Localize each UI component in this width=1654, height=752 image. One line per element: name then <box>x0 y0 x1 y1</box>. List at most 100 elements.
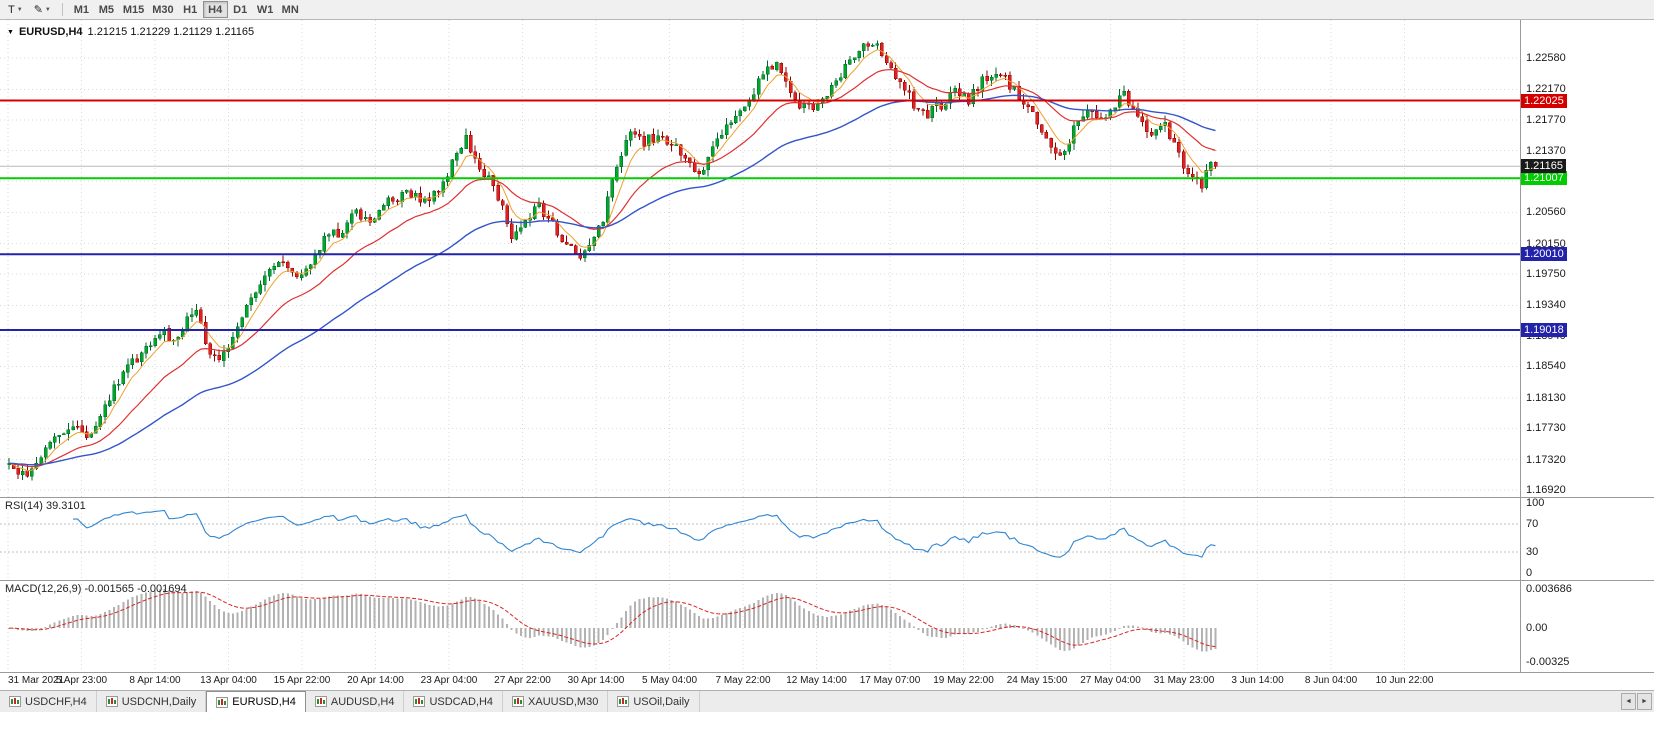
scale-separator <box>1520 20 1521 672</box>
time-axis-label: 8 Jun 04:00 <box>1304 675 1358 686</box>
toolbar-separator <box>61 3 63 16</box>
timeframe-button-m1[interactable]: M1 <box>69 1 94 18</box>
main-chart-canvas[interactable] <box>0 20 1520 497</box>
current-price-badge: 1.21165 <box>1521 159 1566 173</box>
panel-separator <box>0 497 1654 498</box>
price-scale[interactable]: 1.22580 1.22170 1.21770 1.21370 1.20560 1.201… <box>1520 20 1654 497</box>
time-axis-label: 20 Apr 14:00 <box>347 675 404 686</box>
price-axis-label: 1.17730 <box>1526 422 1566 434</box>
chart-tab-icon <box>9 696 21 707</box>
window-bottom-area <box>0 712 1654 752</box>
time-axis-label: 27 Apr 22:00 <box>494 675 551 686</box>
timeframe-toolbar: M1 M5 M15 M30 H1 H4 D1 W1 MN <box>69 1 303 18</box>
chart-tab-icon <box>216 696 229 708</box>
macd-axis-label: 0.003686 <box>1526 583 1572 595</box>
time-axis-label: 13 Apr 04:00 <box>200 675 257 686</box>
time-axis-label: 7 May 22:00 <box>715 675 771 686</box>
time-axis-label: 10 Jun 22:00 <box>1375 675 1434 686</box>
macd-histogram <box>8 588 1217 652</box>
panel-separator <box>0 672 1654 673</box>
rsi-axis-label: 100 <box>1526 497 1545 509</box>
time-axis-label: 3 Jun 14:00 <box>1231 675 1284 686</box>
macd-scale[interactable]: 0.003686 0.00 -0.00325 <box>1520 580 1654 672</box>
chart-symbol-title: EURUSD,H4 <box>18 26 83 38</box>
timeframe-button-m30[interactable]: M30 <box>148 1 177 18</box>
tab-usdcad-h4[interactable]: USDCAD,H4 <box>404 691 504 712</box>
time-axis-label: 8 Apr 14:00 <box>129 675 181 686</box>
chart-tab-icon <box>105 696 118 707</box>
tab-usdcnh-daily[interactable]: USDCNH,Daily <box>97 691 207 712</box>
rsi-axis-label: 0 <box>1526 567 1533 579</box>
time-axis-label: 5 May 04:00 <box>641 675 698 686</box>
chevron-down-icon: ▼ <box>44 6 51 13</box>
tab-label: USDCNH,Daily <box>121 695 197 708</box>
tab-label: USOil,Daily <box>633 695 690 708</box>
time-axis-label: 19 May 22:00 <box>933 675 994 686</box>
price-level-badge: 1.19018 <box>1521 323 1567 337</box>
macd-axis-label: 0.00 <box>1526 622 1548 634</box>
tab-audusd-h4[interactable]: AUDUSD,H4 <box>306 691 405 712</box>
rsi-line <box>73 509 1216 558</box>
price-axis-label: 1.16920 <box>1526 484 1566 496</box>
time-axis-label: 31 Mar 2021 <box>8 675 65 686</box>
time-axis-label: 15 Apr 22:00 <box>273 675 331 686</box>
price-axis-label: 1.21370 <box>1526 145 1566 157</box>
timeframe-button-mn[interactable]: MN <box>278 1 303 18</box>
price-level-badge: 1.21007 <box>1521 171 1567 185</box>
tab-label: EURUSD,H4 <box>232 696 296 708</box>
chart-menu-arrow-icon[interactable]: ▼ <box>7 28 14 36</box>
price-axis-label: 1.20560 <box>1526 206 1566 218</box>
panel-separator <box>0 580 1654 581</box>
tab-eurusd-h4[interactable]: EURUSD,H4 <box>206 691 306 712</box>
timeframe-button-h1[interactable]: H1 <box>178 1 203 18</box>
top-toolbar: T ▼ ✎ ▼ M1 M5 M15 M30 H1 H4 D1 W1 MN <box>0 0 1654 20</box>
tab-label: AUDUSD,H4 <box>330 695 395 708</box>
tab-scroll-left-button[interactable]: ◄ <box>1621 693 1636 710</box>
timeframe-button-m15[interactable]: M15 <box>119 1 148 18</box>
rsi-label: RSI(14) 39.3101 <box>5 500 86 512</box>
chart-tab-icon <box>413 696 426 707</box>
price-axis-label: 1.22170 <box>1526 83 1566 95</box>
time-axis-label: 24 May 15:00 <box>1006 675 1068 686</box>
price-axis-label: 1.17320 <box>1526 454 1566 466</box>
rsi-scale[interactable]: 100 70 30 0 <box>1520 497 1654 580</box>
rsi-axis-label: 30 <box>1526 546 1539 558</box>
macd-axis-label: -0.00325 <box>1526 656 1570 668</box>
tab-label: USDCAD,H4 <box>429 695 494 708</box>
chart-tab-icon <box>314 696 327 707</box>
grid-layer <box>0 20 1520 497</box>
candles-layer <box>7 40 1218 481</box>
price-axis-label: 1.19340 <box>1526 299 1566 311</box>
rsi-panel-canvas[interactable] <box>0 497 1520 580</box>
chart-ohlc-values: 1.21215 1.21229 1.21129 1.21165 <box>87 26 255 38</box>
chart-tab-icon <box>617 696 630 707</box>
templates-button[interactable]: T ▼ <box>3 1 28 18</box>
price-axis-label: 1.21770 <box>1526 114 1566 126</box>
timeframe-button-w1[interactable]: W1 <box>253 1 278 18</box>
time-axis[interactable]: 31 Mar 2021 5 Apr 23:00 8 Apr 14:00 13 Apr … <box>0 673 1654 690</box>
time-axis-label: 23 Apr 04:00 <box>420 675 478 686</box>
time-axis-label: 31 May 23:00 <box>1153 675 1215 686</box>
draw-tools-button[interactable]: ✎ ▼ <box>29 1 56 18</box>
timeframe-button-m5[interactable]: M5 <box>94 1 119 18</box>
timeframe-button-d1[interactable]: D1 <box>228 1 253 18</box>
tab-scroll-controls: ◄ ► <box>1621 691 1654 712</box>
time-axis-label: 5 Apr 23:00 <box>55 675 108 686</box>
price-axis-label: 1.18130 <box>1526 392 1566 404</box>
chart-tab-icon <box>512 696 525 707</box>
tab-label: USDCHF,H4 <box>25 695 87 708</box>
time-axis-label: 12 May 14:00 <box>786 675 847 686</box>
tab-label: XAUUSD,M30 <box>528 695 599 708</box>
timeframe-button-h4[interactable]: H4 <box>202 1 228 18</box>
chart-window: ▼ EURUSD,H4 1.21215 1.21229 1.21129 1.21… <box>0 20 1654 690</box>
templates-button-label: T <box>8 3 15 16</box>
price-axis-label: 1.18540 <box>1526 360 1566 372</box>
price-axis-label: 1.22580 <box>1526 52 1566 64</box>
macd-panel-canvas[interactable] <box>0 580 1520 672</box>
tab-xauusd-m30[interactable]: XAUUSD,M30 <box>503 691 609 712</box>
tab-usoil-daily[interactable]: USOil,Daily <box>608 691 700 712</box>
tab-usdchf-h4[interactable]: USDCHF,H4 <box>0 691 97 712</box>
chart-tab-bar: USDCHF,H4 USDCNH,Daily EURUSD,H4 AUDUSD,H4 U… <box>0 690 1654 712</box>
chevron-down-icon: ▼ <box>16 6 23 13</box>
tab-scroll-right-button[interactable]: ► <box>1637 693 1652 710</box>
